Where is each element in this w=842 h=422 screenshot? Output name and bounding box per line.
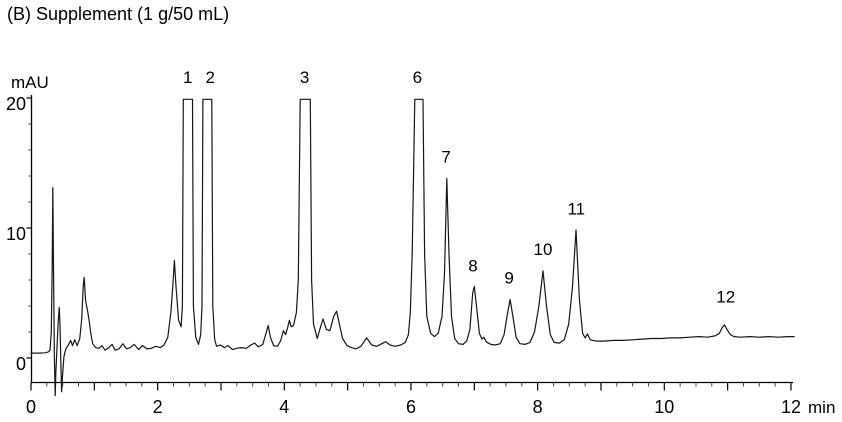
y-axis-unit-label: mAU (11, 73, 49, 92)
peak-label-12: 12 (716, 287, 735, 306)
peak-label-10: 10 (534, 240, 553, 259)
peak-label-11: 11 (567, 200, 585, 219)
y-tick-label: 10 (6, 224, 26, 244)
peak-label-1: 1 (183, 68, 192, 87)
peak-label-6: 6 (413, 68, 422, 87)
peak-label-8: 8 (468, 257, 477, 276)
peak-label-3: 3 (300, 68, 309, 87)
x-tick-label: 2 (153, 397, 163, 417)
peak-label-9: 9 (504, 268, 513, 287)
x-tick-label: 12 (781, 397, 801, 417)
peak-label-7: 7 (441, 148, 450, 167)
y-tick-label: 20 (6, 94, 26, 114)
chart-title: (B) Supplement (1 g/50 mL) (7, 4, 230, 24)
y-tick-label: 0 (16, 354, 26, 374)
peak-label-2: 2 (205, 68, 214, 87)
x-tick-label: 6 (406, 397, 416, 417)
x-axis-unit-label: min (808, 398, 835, 417)
x-tick-label: 8 (533, 397, 543, 417)
x-tick-label: 0 (26, 397, 36, 417)
chromatogram-trace (30, 98, 795, 397)
x-tick-label: 10 (654, 397, 674, 417)
x-tick-label: 4 (279, 397, 289, 417)
